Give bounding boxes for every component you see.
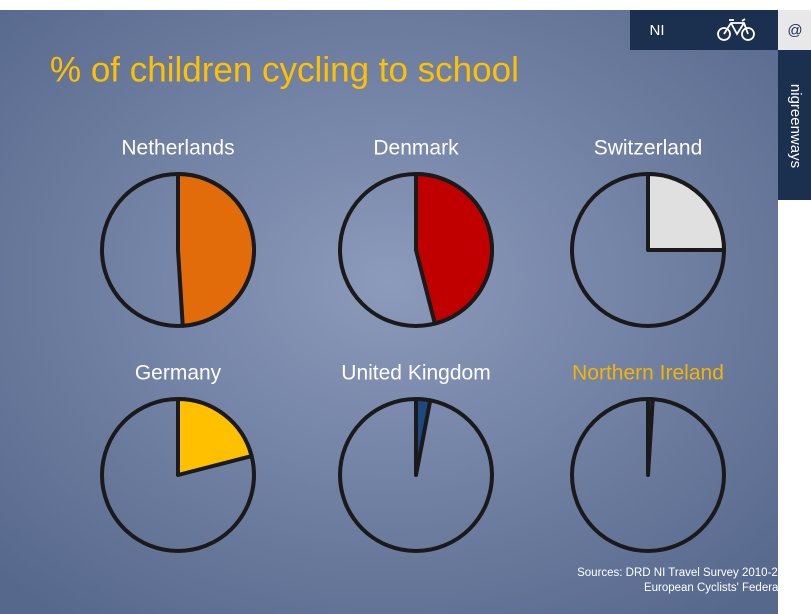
pie-slice [646,172,726,252]
slide-title: % of children cycling to school [50,50,519,89]
source-line: European Cyclists' Federation [644,582,797,594]
pie-title: Netherlands [121,137,234,160]
handle: nigreenways [787,84,804,168]
pie-slice [176,397,254,477]
pie-title: Denmark [373,137,459,160]
bike-icon [717,18,755,41]
at-sign: @ [787,22,802,39]
background [0,10,778,614]
pie-title: Germany [135,362,222,385]
pie-slice [414,397,433,477]
pie-slice [646,397,655,477]
handle-tab [778,50,811,200]
pie-title: Switzerland [594,137,703,160]
pie-slice [176,172,256,328]
at-box [778,10,811,50]
source-line: Sources: DRD NI Travel Survey 2010-2012 [577,567,797,579]
pie-title: United Kingdom [341,362,490,385]
pie-title: Northern Ireland [572,362,724,385]
pie-slice [414,172,494,326]
badge: NI [650,22,665,39]
